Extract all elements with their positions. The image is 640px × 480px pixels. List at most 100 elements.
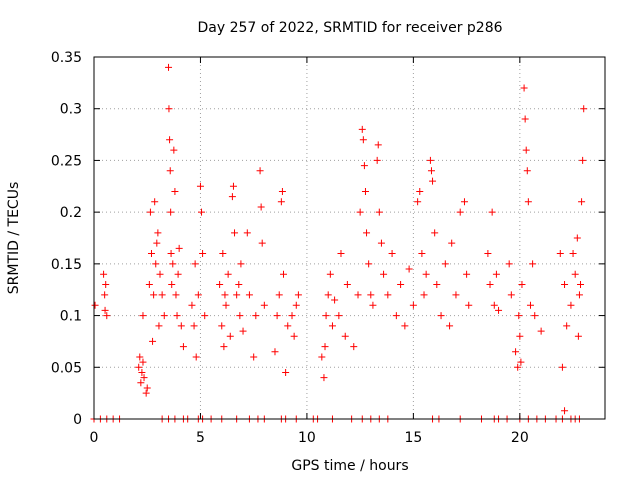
x-axis-label: GPS time / hours: [291, 458, 408, 474]
data-point: [167, 208, 175, 216]
data-point: [275, 291, 283, 299]
data-point: [579, 156, 587, 164]
data-point: [220, 343, 228, 351]
data-point: [359, 136, 367, 144]
data-point: [392, 312, 400, 320]
y-tick-label: 0.3: [60, 102, 82, 118]
data-point: [401, 322, 409, 330]
data-point: [354, 291, 362, 299]
data-point: [414, 198, 422, 206]
data-point: [558, 363, 566, 371]
data-point: [322, 312, 330, 320]
x-axis: 0 5 10 15 20: [90, 57, 529, 446]
data-point: [166, 136, 174, 144]
data-point: [199, 250, 207, 258]
data-point: [321, 343, 329, 351]
data-point: [284, 322, 292, 330]
data-point: [427, 167, 435, 175]
data-point: [420, 291, 428, 299]
data-point: [222, 301, 230, 309]
data-point: [278, 187, 286, 195]
data-point: [237, 260, 245, 268]
data-point: [158, 291, 166, 299]
data-point: [165, 63, 173, 71]
x-tick-label: 15: [404, 430, 422, 446]
data-point: [292, 301, 300, 309]
data-point: [277, 198, 285, 206]
data-point: [168, 281, 176, 289]
data-point: [388, 250, 396, 258]
data-point: [151, 198, 159, 206]
data-point: [373, 156, 381, 164]
data-point: [154, 229, 162, 237]
data-point: [441, 260, 449, 268]
data-point: [580, 105, 588, 113]
data-point: [271, 348, 279, 356]
y-tick-label: 0.25: [51, 153, 82, 169]
grid: [94, 57, 605, 419]
data-point: [452, 291, 460, 299]
data-point: [143, 384, 151, 392]
data-point: [228, 193, 236, 201]
data-point: [196, 182, 204, 190]
plot-frame: [93, 56, 606, 420]
x-tick-label: 20: [511, 430, 529, 446]
data-point: [138, 368, 146, 376]
data-point: [361, 187, 369, 195]
data-point: [137, 379, 145, 387]
data-point: [397, 281, 405, 289]
data-point: [152, 260, 160, 268]
data-point: [409, 301, 417, 309]
data-point: [561, 407, 569, 415]
data-point: [341, 332, 349, 340]
data-point: [335, 312, 343, 320]
data-point: [529, 260, 537, 268]
data-point: [177, 322, 185, 330]
data-point: [160, 312, 168, 320]
data-point: [282, 368, 290, 376]
y-axis: 0 0.05 0.1 0.15 0.2 0.25 0.3 0.35: [51, 50, 605, 428]
data-point: [179, 343, 187, 351]
data-point: [257, 203, 265, 211]
data-point: [405, 265, 413, 273]
data-point: [173, 312, 181, 320]
data-point: [147, 250, 155, 258]
data-point: [190, 322, 198, 330]
data-point: [149, 337, 157, 345]
data-point: [522, 146, 530, 154]
data-point: [320, 374, 328, 382]
data-point: [350, 343, 358, 351]
data-point: [490, 301, 498, 309]
data-point: [100, 270, 108, 278]
y-tick-label: 0: [73, 412, 82, 428]
data-point: [365, 260, 373, 268]
data-point: [507, 291, 515, 299]
data-point: [460, 198, 468, 206]
data-point: [505, 260, 513, 268]
data-point: [201, 312, 209, 320]
y-tick-label: 0.15: [51, 257, 82, 273]
data-point: [139, 358, 147, 366]
data-point: [167, 250, 175, 258]
data-point: [172, 291, 180, 299]
data-point: [239, 327, 247, 335]
data-point: [135, 363, 143, 371]
data-point: [380, 270, 388, 278]
data-point: [456, 208, 464, 216]
data-point: [384, 291, 392, 299]
data-point: [569, 250, 577, 258]
data-point: [140, 374, 148, 382]
data-point: [166, 167, 174, 175]
data-point: [418, 250, 426, 258]
data-point: [358, 125, 366, 133]
y-tick-label: 0.35: [51, 50, 82, 66]
data-point: [375, 208, 383, 216]
data-point: [429, 177, 437, 185]
data-point: [226, 332, 234, 340]
data-point: [517, 358, 525, 366]
data-point: [369, 301, 377, 309]
x-tick-label: 0: [90, 430, 99, 446]
data-point: [142, 389, 150, 397]
data-point: [465, 301, 473, 309]
data-point: [556, 250, 564, 258]
